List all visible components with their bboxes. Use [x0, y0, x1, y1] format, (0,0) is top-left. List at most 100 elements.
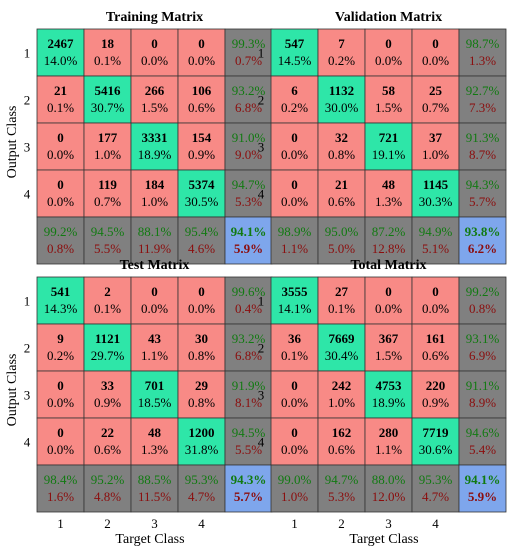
- cell-value: 7: [338, 36, 345, 51]
- row-tick-label: 3: [258, 388, 265, 403]
- matrix-cell: [83, 276, 132, 325]
- summary-cell: [317, 216, 366, 265]
- matrix-cell: [130, 28, 179, 77]
- cell-percent: 14.5%: [278, 53, 312, 68]
- cell-value: 22: [101, 425, 114, 440]
- cell-percent: 30.7%: [91, 100, 125, 115]
- matrix-cell: [364, 276, 413, 325]
- cell-value: 2467: [48, 36, 75, 51]
- cell-value: 154: [192, 130, 212, 145]
- matrix-cell: [177, 370, 226, 419]
- cell-value: 98.9%: [278, 224, 312, 239]
- cell-value: 88.0%: [372, 472, 406, 487]
- cell-percent: 0.8%: [47, 241, 74, 256]
- row-tick-label: 3: [24, 140, 31, 155]
- cell-value: 99.0%: [278, 472, 312, 487]
- cell-percent: 1.0%: [141, 194, 168, 209]
- cell-percent: 1.5%: [375, 348, 402, 363]
- col-tick-label: 3: [151, 516, 158, 531]
- cell-percent: 0.6%: [422, 348, 449, 363]
- cell-value: 0: [151, 36, 158, 51]
- cell-value: 91.1%: [466, 378, 500, 393]
- cell-percent: 19.1%: [372, 147, 406, 162]
- cell-value: 37: [429, 130, 443, 145]
- cell-percent: 1.6%: [47, 489, 74, 504]
- cell-value: 18: [101, 36, 115, 51]
- summary-cell: [130, 216, 179, 265]
- matrix-title: Test Matrix: [120, 258, 190, 273]
- cell-value: 280: [379, 425, 399, 440]
- cell-percent: 5.5%: [235, 442, 262, 457]
- cell-value: 95.0%: [325, 224, 359, 239]
- cell-value: 220: [426, 378, 446, 393]
- cell-value: 721: [379, 130, 399, 145]
- matrix-cell: [364, 370, 413, 419]
- cell-percent: 0.4%: [235, 301, 262, 316]
- cell-percent: 0.1%: [328, 301, 355, 316]
- cell-percent: 6.8%: [235, 100, 262, 115]
- cell-value: 5374: [189, 177, 216, 192]
- cell-percent: 6.8%: [235, 348, 262, 363]
- summary-cell: [270, 216, 319, 265]
- matrix-cell: [411, 276, 460, 325]
- cell-value: 119: [98, 177, 117, 192]
- cell-value: 88.5%: [138, 472, 172, 487]
- cell-percent: 0.0%: [141, 53, 168, 68]
- cell-percent: 5.9%: [468, 489, 497, 504]
- cell-value: 32: [335, 130, 348, 145]
- cell-value: 1132: [329, 83, 354, 98]
- summary-cell: [458, 28, 507, 77]
- cell-value: 701: [145, 378, 165, 393]
- cell-value: 98.4%: [44, 472, 78, 487]
- summary-cell: [411, 216, 460, 265]
- cell-value: 0: [291, 378, 298, 393]
- cell-value: 242: [332, 378, 352, 393]
- cell-percent: 0.0%: [375, 301, 402, 316]
- cell-percent: 0.0%: [141, 301, 168, 316]
- cell-value: 106: [192, 83, 212, 98]
- cell-percent: 9.0%: [235, 147, 262, 162]
- row-tick-label: 3: [258, 140, 265, 155]
- cell-percent: 1.3%: [469, 53, 496, 68]
- matrix-cell: [364, 417, 413, 466]
- matrix-cell: [317, 75, 366, 124]
- cell-percent: 0.0%: [281, 442, 308, 457]
- cell-percent: 0.0%: [281, 395, 308, 410]
- cell-value: 1121: [95, 331, 120, 346]
- matrix-cell: [130, 417, 179, 466]
- row-tick-label: 1: [258, 294, 265, 309]
- matrix-cell: [177, 169, 226, 218]
- cell-value: 94.9%: [419, 224, 453, 239]
- cell-percent: 0.0%: [47, 147, 74, 162]
- cell-percent: 0.0%: [281, 194, 308, 209]
- matrix-cell: [364, 323, 413, 372]
- row-tick-label: 2: [258, 341, 265, 356]
- cell-value: 99.2%: [44, 224, 78, 239]
- matrix-cell: [411, 169, 460, 218]
- cell-percent: 29.7%: [91, 348, 125, 363]
- matrix-title: Total Matrix: [350, 258, 426, 273]
- cell-percent: 4.6%: [188, 241, 215, 256]
- cell-value: 94.5%: [232, 425, 266, 440]
- cell-percent: 0.0%: [188, 53, 215, 68]
- summary-cell: [36, 216, 85, 265]
- cell-percent: 5.1%: [422, 241, 449, 256]
- cell-percent: 0.7%: [422, 100, 449, 115]
- cell-percent: 0.0%: [422, 53, 449, 68]
- cell-percent: 8.1%: [235, 395, 262, 410]
- matrix-cell: [270, 28, 319, 77]
- cell-value: 94.3%: [466, 177, 500, 192]
- cell-percent: 30.0%: [325, 100, 359, 115]
- cell-percent: 0.7%: [94, 194, 121, 209]
- total-cell: [458, 216, 507, 265]
- summary-cell: [224, 417, 273, 466]
- cell-percent: 1.0%: [281, 489, 308, 504]
- matrix-cell: [411, 323, 460, 372]
- cell-value: 0: [432, 284, 439, 299]
- cell-value: 0: [57, 425, 64, 440]
- matrix-panel: Validation Matrix 547 14.5% 7 0.2% 0 0.0% 0 0.0%…: [258, 10, 507, 265]
- matrix-cell: [130, 122, 179, 171]
- cell-percent: 0.6%: [94, 442, 121, 457]
- cell-percent: 0.0%: [47, 395, 74, 410]
